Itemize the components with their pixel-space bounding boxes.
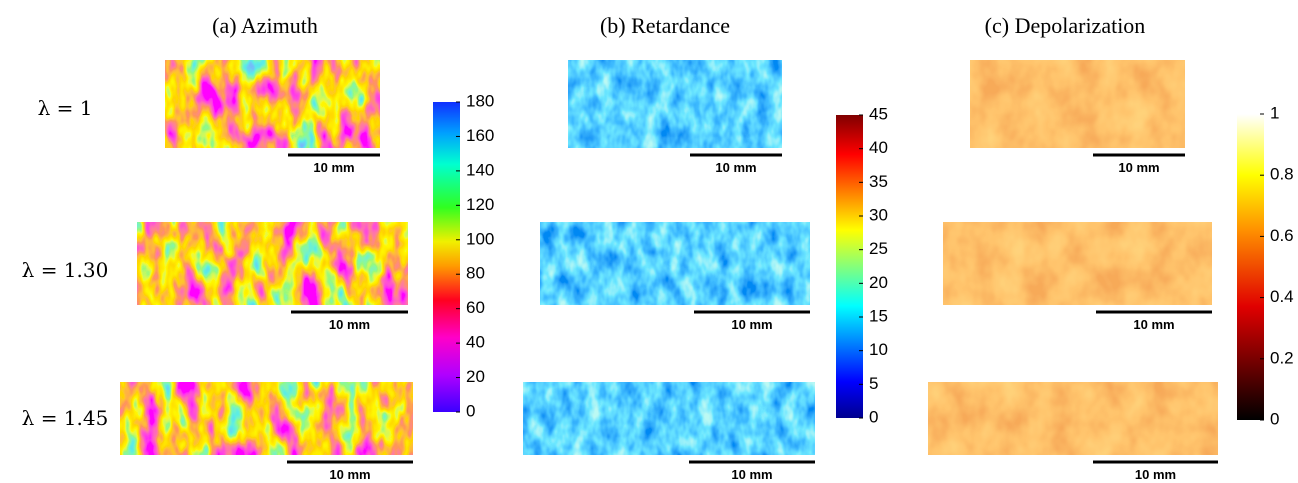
scale-bar-label: 10 mm <box>329 467 370 482</box>
row-label: λ = 1 <box>38 96 93 120</box>
colorbar <box>1237 114 1264 420</box>
colorbar-tick-label: 0 <box>1270 409 1279 428</box>
scale-bar-label: 10 mm <box>715 160 756 175</box>
colorbar-tick-label: 40 <box>869 138 888 157</box>
colorbar-tick-label: 5 <box>869 374 878 393</box>
row-label: λ = 1.30 <box>22 258 109 282</box>
colorbar-tick-label: 10 <box>869 340 888 359</box>
colorbar-tick-label: 140 <box>466 160 494 179</box>
colorbar-tick-label: 0.4 <box>1270 287 1294 306</box>
map-image <box>120 382 413 455</box>
colorbar-tick-label: 100 <box>466 229 494 248</box>
colorbar-tick-label: 0.8 <box>1270 165 1294 184</box>
panel-title: (b) Retardance <box>600 13 730 38</box>
colorbar-tick-label: 30 <box>869 205 888 224</box>
colorbar <box>836 115 863 418</box>
colorbar-tick-label: 180 <box>466 91 494 110</box>
colorbar-tick-label: 1 <box>1270 103 1279 122</box>
panel-title: (c) Depolarization <box>985 13 1146 38</box>
colorbar-tick-label: 80 <box>466 264 485 283</box>
colorbar-tick-label: 15 <box>869 306 888 325</box>
colorbar-tick-label: 160 <box>466 126 494 145</box>
scale-bar-label: 10 mm <box>731 467 772 482</box>
map-image <box>165 60 380 148</box>
colorbar-tick-label: 20 <box>466 367 485 386</box>
map-image <box>137 222 408 305</box>
map-image <box>928 382 1218 455</box>
colorbar-tick-label: 0.6 <box>1270 226 1294 245</box>
colorbar-tick-label: 40 <box>466 333 485 352</box>
scale-bar-label: 10 mm <box>731 317 772 332</box>
map-image <box>568 60 782 148</box>
colorbar-tick-label: 0 <box>869 407 878 426</box>
scale-bar-label: 10 mm <box>1135 467 1176 482</box>
scale-bar-label: 10 mm <box>313 160 354 175</box>
map-image <box>943 222 1212 305</box>
map-image <box>523 382 815 455</box>
row-label: λ = 1.45 <box>22 406 109 430</box>
panel-title: (a) Azimuth <box>212 13 318 38</box>
scale-bar-label: 10 mm <box>1118 160 1159 175</box>
colorbar-tick-label: 0 <box>466 401 475 420</box>
colorbar-tick-label: 45 <box>869 104 888 123</box>
colorbar-tick-label: 0.2 <box>1270 348 1294 367</box>
colorbar-tick-label: 20 <box>869 273 888 292</box>
colorbar-tick-label: 120 <box>466 195 494 214</box>
colorbar-tick-label: 25 <box>869 239 888 258</box>
colorbar-tick-label: 60 <box>466 298 485 317</box>
map-image <box>970 60 1185 148</box>
scale-bar-label: 10 mm <box>329 317 370 332</box>
colorbar <box>433 102 460 412</box>
map-image <box>540 222 810 305</box>
colorbar-tick-label: 35 <box>869 172 888 191</box>
scale-bar-label: 10 mm <box>1133 317 1174 332</box>
